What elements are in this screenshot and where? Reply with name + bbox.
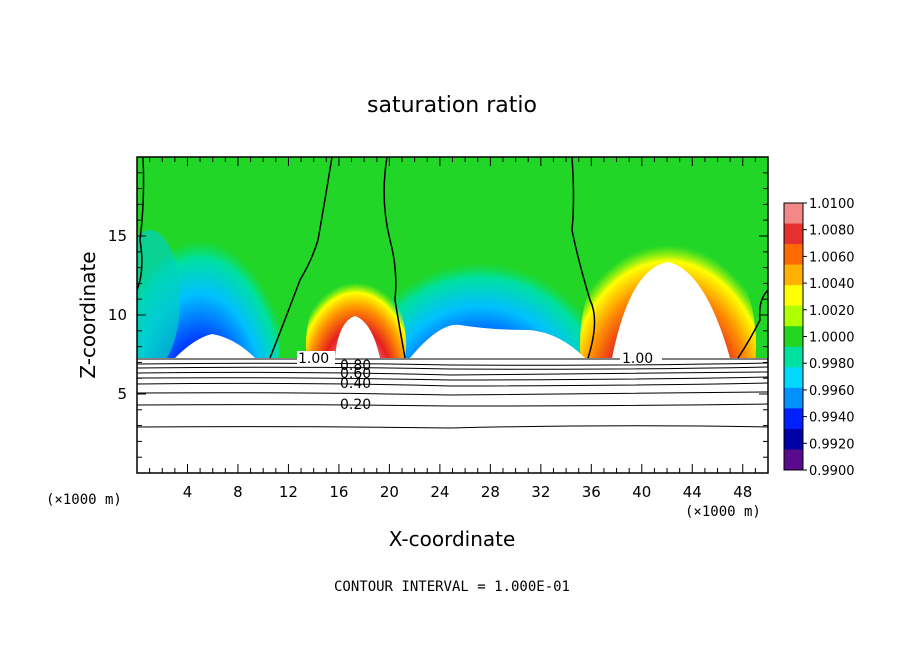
x-axis-ticks: 4 8 12 16 20 24 28 32 36 40 44 48 <box>149 157 756 501</box>
colorbar-swatch <box>784 326 803 348</box>
y-axis-ticks: 5 10 15 <box>108 172 768 458</box>
y-tick-label: 10 <box>108 306 127 324</box>
contour-label-bg-6 <box>620 351 662 364</box>
cloud-base-bump-middle <box>410 324 585 358</box>
contour-label-6: 1.00 <box>622 351 653 367</box>
contour-label-4: 0.40 <box>340 376 371 392</box>
contour-label-3: 0.60 <box>340 366 371 382</box>
x-tick-label: 24 <box>430 483 449 501</box>
x-tick-label: 48 <box>733 483 752 501</box>
colorbar-swatch <box>784 408 803 430</box>
x-tick-label: 20 <box>380 483 399 501</box>
x-tick-label: 4 <box>183 483 193 501</box>
contour-label-5: 0.20 <box>340 397 371 413</box>
below-cloud-base <box>137 358 768 473</box>
x-tick-label: 40 <box>632 483 651 501</box>
colorbar-label: 1.0020 <box>809 304 855 319</box>
colorbar-label: 1.0080 <box>809 224 855 239</box>
colorbar-swatch <box>784 244 803 266</box>
subsaturated-fringe-left <box>137 230 180 370</box>
colorbar-swatch <box>784 285 803 307</box>
y-unit-label: (×1000 m) <box>46 492 122 508</box>
x-tick-label: 8 <box>233 483 243 501</box>
colorbar-swatch <box>784 428 803 450</box>
x-tick-label: 36 <box>582 483 601 501</box>
colorbar-label: 1.0060 <box>809 250 855 265</box>
cloud-core-2 <box>612 262 730 358</box>
colorbar-label: 0.9940 <box>809 411 855 426</box>
colorbar-label: 0.9960 <box>809 384 855 399</box>
contour-1-00 <box>137 157 768 359</box>
cloud-core-1 <box>335 316 380 358</box>
y-axis-title: Z-coordinate <box>76 251 100 378</box>
x-tick-label: 44 <box>683 483 702 501</box>
colorbar: 1.0100 1.0080 1.0060 1.0040 1.0020 1.0000 0.99… <box>783 197 855 479</box>
colorbar-swatch <box>784 449 803 471</box>
colorbar-label: 1.0000 <box>809 331 855 346</box>
colorbar-label: 1.0040 <box>809 277 855 292</box>
colorbar-swatch <box>784 346 803 368</box>
colorbar-swatch <box>784 203 803 225</box>
plot-area <box>137 157 768 473</box>
colorbar-swatch <box>784 223 803 245</box>
contours-below-base <box>137 358 768 429</box>
contour-interval-note: CONTOUR INTERVAL = 1.000E-01 <box>334 579 570 595</box>
contour-label-1: 1.00 <box>298 351 329 367</box>
x-tick-label: 16 <box>329 483 348 501</box>
colorbar-label: 0.9900 <box>809 464 855 479</box>
y-tick-label: 5 <box>117 385 127 403</box>
chart-title: saturation ratio <box>367 93 537 118</box>
colorbar-label: 0.9920 <box>809 437 855 452</box>
x-unit-label: (×1000 m) <box>685 504 761 520</box>
y-tick-label: 15 <box>108 227 127 245</box>
contour-label-2: 0.80 <box>340 358 371 374</box>
colorbar-swatch <box>784 387 803 409</box>
colorbar-label: 1.0100 <box>809 197 855 212</box>
cloud-base-bump-left <box>175 334 255 358</box>
x-tick-label: 12 <box>279 483 298 501</box>
colorbar-swatch <box>784 264 803 286</box>
x-axis-title: X-coordinate <box>389 527 516 551</box>
colorbar-swatch <box>784 367 803 389</box>
x-tick-label: 32 <box>531 483 550 501</box>
colorbar-label: 0.9980 <box>809 357 855 372</box>
colorbar-swatch <box>784 305 803 327</box>
x-tick-label: 28 <box>481 483 500 501</box>
contour-label-bg-1 <box>297 351 335 364</box>
